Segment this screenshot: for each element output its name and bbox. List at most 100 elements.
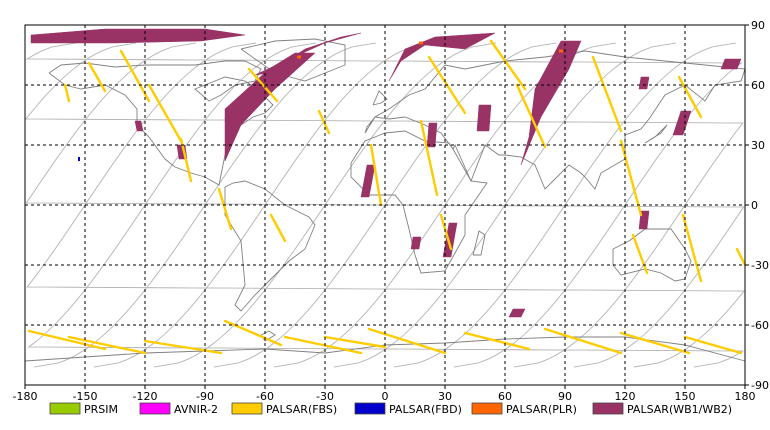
y-tick-label: 90 [751,19,765,32]
fbd-spot [78,157,80,161]
x-tick-label: 120 [615,390,636,403]
wb-swath [134,120,144,132]
fbs-strip [543,327,623,355]
fbs-strip [27,329,107,351]
legend-swatch [354,402,386,415]
legend-item: PALSAR(PLR) [471,402,577,416]
legend-item: PRSIM [49,402,118,416]
wb-swath [360,164,376,198]
legend-item: PALSAR(FBS) [231,402,337,416]
fbs-strip [463,331,531,351]
y-tick-label: 0 [751,199,758,212]
fbs-strip [63,83,71,103]
wb-swath [508,308,526,318]
legend-label: PRSIM [84,403,118,416]
x-tick-label: -180 [13,390,38,403]
fbs-strip [683,335,743,355]
x-tick-label: 30 [438,390,452,403]
fbs-strip [269,213,287,243]
wb-swath [540,40,582,94]
x-tick-label: 90 [558,390,572,403]
fbs-strip [67,335,147,355]
fbs-strip [419,119,439,197]
fbs-strip [317,109,331,135]
legend: PRSIM AVNIR-2 PALSAR(FBS) PALSAR(FBD) PALSAR… [49,402,732,416]
fbs-strip [619,331,691,355]
x-tick-label: 150 [675,390,696,403]
fbs-strip [179,137,193,183]
wb-swath [672,110,692,136]
fbs-strip [247,67,279,103]
wb-swath-layer [30,28,742,318]
coastline [364,50,746,190]
fbs-strip [367,327,447,355]
fbs-strip [147,83,183,143]
legend-label: PALSAR(FBD) [389,403,462,416]
wb-swath [520,40,582,166]
x-tick-label: 180 [735,390,756,403]
grid-layer [24,24,746,386]
fbs-strip [619,139,643,217]
legend-swatch [471,402,503,415]
y-tick-label: -90 [751,379,769,392]
legend-label: PALSAR(PLR) [506,403,577,416]
legend-label: PALSAR(WB1/WB2) [627,403,732,416]
wb-swath [388,32,496,82]
fbs-strip [631,233,649,275]
fbs-strip [87,61,107,93]
fbs-strip [677,75,703,119]
plr-spot [419,41,423,45]
fbs-strip-layer [27,39,747,355]
fbs-strip [591,55,623,133]
wb-swath [720,58,742,70]
wb-swath [254,32,362,76]
legend-label: AVNIR-2 [174,403,218,416]
legend-swatch [231,402,263,415]
legend-swatch [139,402,171,415]
fbs-strip [119,49,151,103]
axis-tick-layer: -180 -150 -120 -90 -60 -30 0 30 60 90 120 150 180 90 6… [13,19,769,403]
wb-swath [442,222,458,258]
coastline [350,130,488,274]
fbs-strip [223,319,283,347]
coastline [372,90,388,106]
fbs-strip [369,143,383,207]
coastline [260,330,276,342]
observation-spot-layer [78,41,563,161]
wb-swath [476,104,492,132]
coastline [472,230,486,256]
fbs-strip [439,213,453,251]
legend-swatch [592,402,624,415]
legend-item: PALSAR(FBD) [354,402,462,416]
y-tick-label: -30 [751,259,769,272]
wb-swath [224,52,316,162]
y-tick-label: 30 [751,139,765,152]
coastline [224,180,316,312]
x-tick-label: 0 [382,390,389,403]
fbs-strip [515,83,547,149]
legend-item: PALSAR(WB1/WB2) [592,402,732,416]
x-tick-label: -60 [256,390,274,403]
plr-spot [297,55,301,59]
y-tick-label: 60 [751,79,765,92]
legend-label: PALSAR(FBS) [266,403,337,416]
wb-swath [410,236,422,250]
plr-spot [559,49,563,53]
wb-swath [638,76,650,90]
x-tick-label: -150 [73,390,98,403]
fbs-strip [323,335,387,349]
fbs-strip [489,39,527,91]
fbs-strip [283,335,363,355]
y-tick-label: -60 [751,319,769,332]
x-tick-label: -120 [133,390,158,403]
legend-swatch [49,402,81,415]
x-tick-label: -90 [196,390,214,403]
wb-swath [426,122,438,148]
coastline [644,124,668,144]
fbs-strip [143,339,223,355]
legend-item: AVNIR-2 [139,402,218,416]
fbs-strip [735,247,747,267]
